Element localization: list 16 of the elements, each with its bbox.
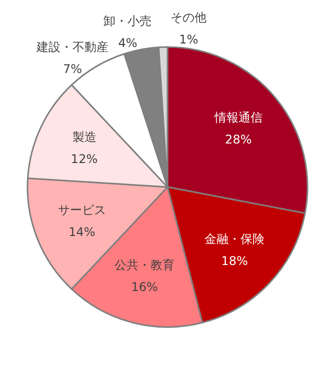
slice-label: 卸・小売 [104,14,152,28]
data-label: 7% [63,62,82,76]
slice-label: その他 [170,10,207,24]
slice-label: サービス [58,202,106,217]
data-label: 12% [70,152,98,166]
slice-label: 製造 [72,130,96,144]
slice-label: 金融・保険 [204,232,265,246]
data-label: 28% [225,132,252,146]
slice-label: 公共・教育 [114,258,175,272]
data-label: 14% [68,224,96,239]
data-label: 18% [221,254,248,268]
data-label: 1% [179,32,198,46]
slice-label: 建設・不動産 [36,40,109,54]
data-label: 16% [131,280,158,294]
data-label: 4% [118,36,138,50]
slice-label: 情報通信 [213,110,262,124]
